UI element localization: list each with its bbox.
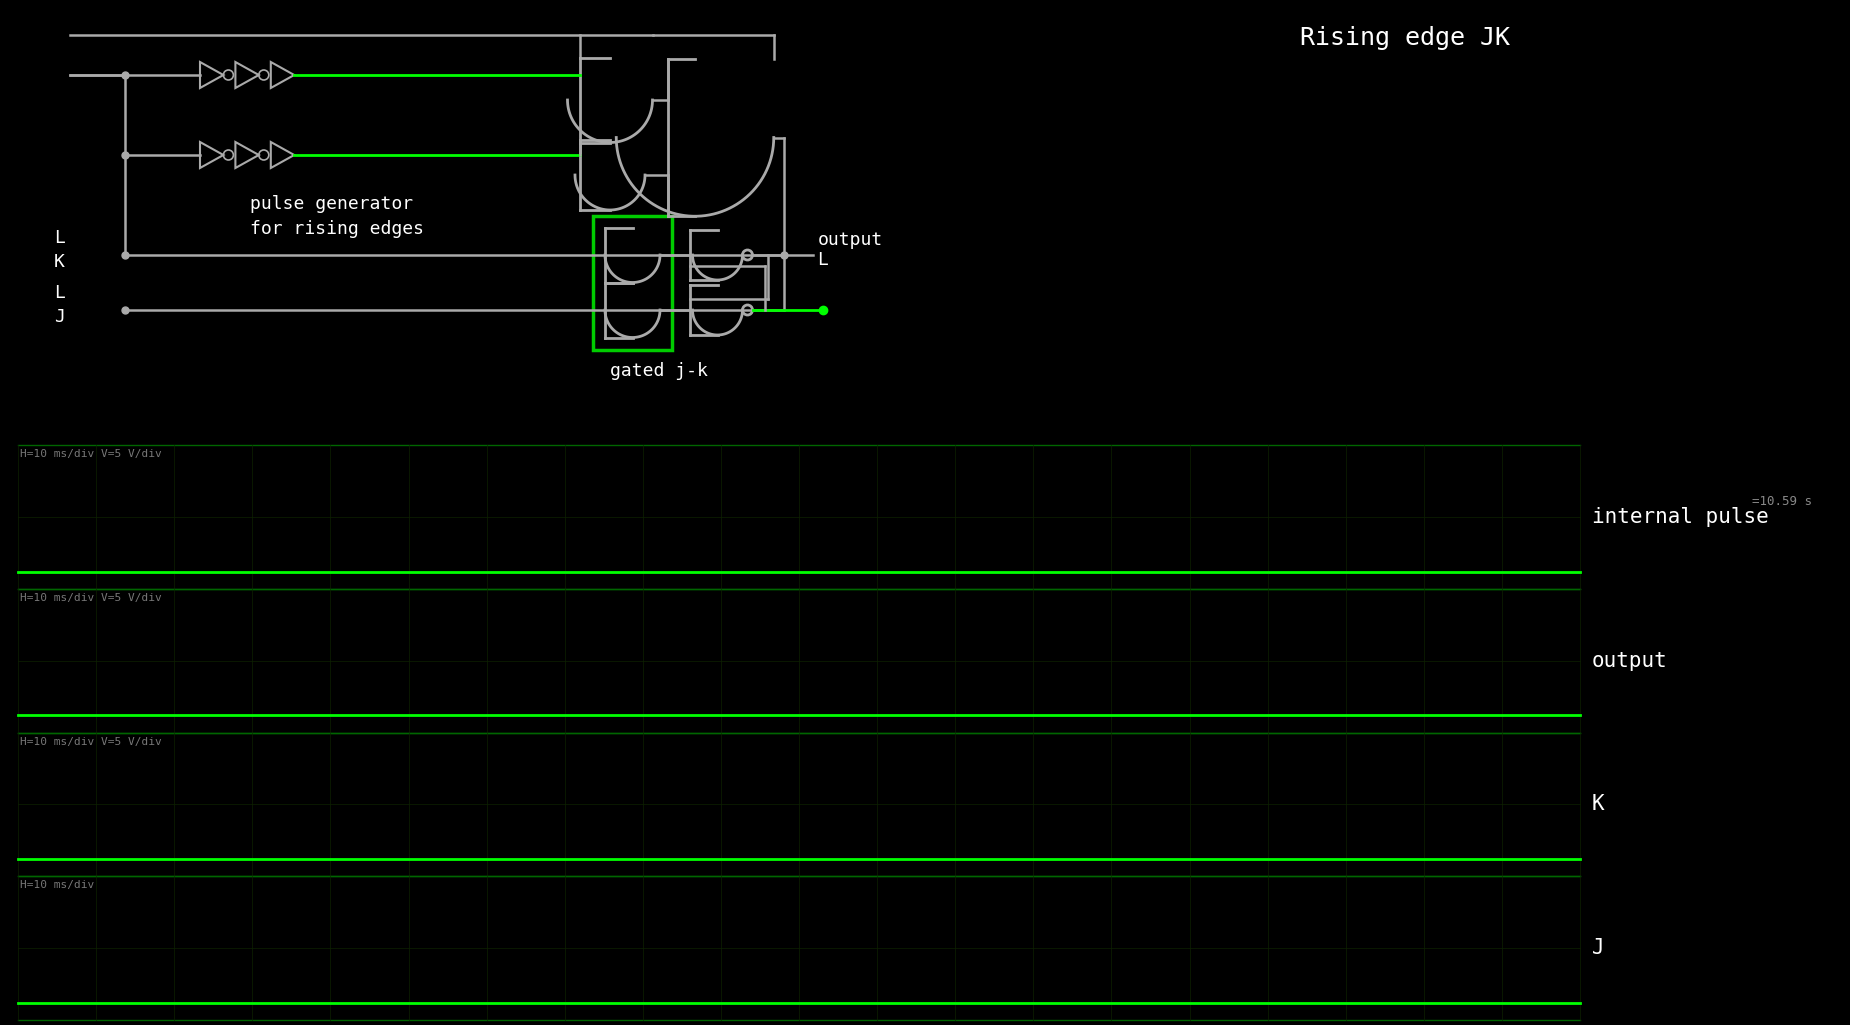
Text: J: J [1593, 938, 1604, 958]
Text: K: K [1593, 794, 1604, 815]
Text: gated j-k: gated j-k [610, 362, 709, 379]
Text: output: output [818, 231, 882, 249]
Text: L: L [818, 251, 829, 269]
Text: L: L [54, 284, 65, 302]
Text: H=10 ms/div V=5 V/div: H=10 ms/div V=5 V/div [20, 737, 161, 746]
Text: pulse generator
for rising edges: pulse generator for rising edges [250, 195, 424, 238]
Text: H=10 ms/div V=5 V/div: H=10 ms/div V=5 V/div [20, 592, 161, 603]
Bar [594, 215, 672, 350]
Text: internal pulse: internal pulse [1593, 507, 1769, 527]
Text: output: output [1593, 651, 1667, 670]
Text: Rising edge JK: Rising edge JK [1301, 26, 1510, 50]
Text: L: L [54, 229, 65, 247]
Text: =10.59 s: =10.59 s [1752, 495, 1811, 507]
Text: H=10 ms/div: H=10 ms/div [20, 880, 94, 891]
Text: K: K [54, 253, 65, 271]
Text: H=10 ms/div V=5 V/div: H=10 ms/div V=5 V/div [20, 449, 161, 459]
Text: J: J [54, 308, 65, 326]
